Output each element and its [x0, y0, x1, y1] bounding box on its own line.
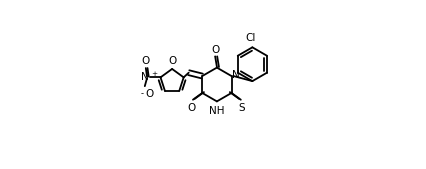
- Text: N: N: [141, 72, 148, 82]
- Text: +: +: [150, 71, 157, 77]
- Text: O: O: [187, 103, 195, 113]
- Text: Cl: Cl: [245, 33, 255, 43]
- Text: -: -: [141, 89, 144, 98]
- Text: S: S: [238, 103, 245, 113]
- Text: O: O: [145, 89, 153, 99]
- Text: O: O: [210, 45, 219, 55]
- Text: NH: NH: [209, 106, 224, 116]
- Text: O: O: [141, 56, 150, 66]
- Text: O: O: [167, 56, 176, 66]
- Text: N: N: [232, 70, 239, 80]
